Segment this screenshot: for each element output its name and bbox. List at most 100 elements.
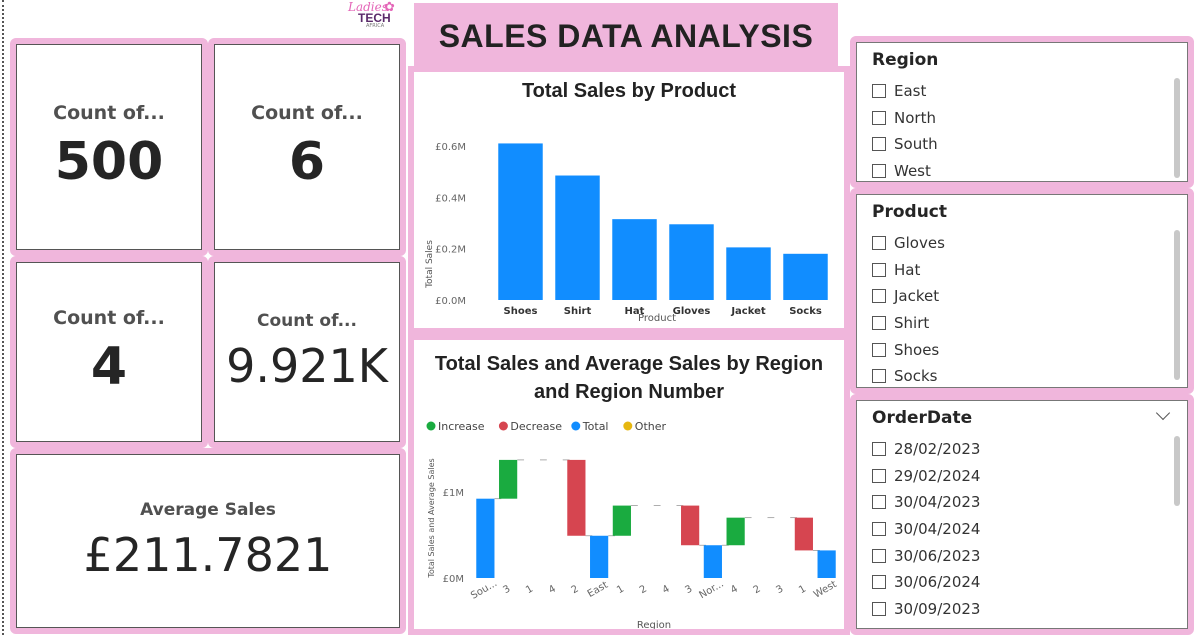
y-tick-label: £0M bbox=[443, 574, 464, 585]
checkbox[interactable] bbox=[872, 548, 886, 563]
region-slicer-scrollbar[interactable] bbox=[1174, 78, 1180, 178]
slicer-option[interactable]: 30/04/2024 bbox=[872, 516, 980, 543]
bar-shoes[interactable] bbox=[498, 143, 543, 300]
x-tick-label: Gloves bbox=[673, 306, 711, 317]
slicer-option[interactable]: West bbox=[872, 158, 938, 185]
kpi-label: Count of... bbox=[251, 102, 363, 124]
orderdate-slicer[interactable]: OrderDate 28/02/2023 29/02/2024 30/04/2023… bbox=[850, 394, 1194, 635]
checkbox[interactable] bbox=[872, 137, 886, 152]
checkbox[interactable] bbox=[872, 262, 886, 277]
checkbox[interactable] bbox=[872, 522, 886, 537]
slicer-option[interactable]: Gloves bbox=[872, 230, 945, 257]
checkbox[interactable] bbox=[872, 468, 886, 483]
waterfall-bar[interactable] bbox=[703, 545, 722, 578]
kpi-value: £211.7821 bbox=[83, 528, 333, 582]
checkbox[interactable] bbox=[872, 110, 886, 125]
page-edge-divider bbox=[2, 0, 4, 635]
product-slicer[interactable]: Product Gloves Hat Jacket Shirt Shoes Socks bbox=[850, 188, 1194, 394]
kpi-card-3[interactable]: Count of... 4 bbox=[10, 256, 208, 448]
kpi-value: 6 bbox=[288, 132, 326, 192]
kpi-card-2[interactable]: Count of... 6 bbox=[208, 38, 406, 256]
bar-chart-x-axis-label: Product bbox=[638, 313, 676, 324]
checkbox[interactable] bbox=[872, 495, 886, 510]
waterfall-bar[interactable] bbox=[567, 459, 586, 536]
slicer-option[interactable]: 29/02/2024 bbox=[872, 463, 980, 490]
x-tick-label: Socks bbox=[789, 306, 822, 317]
orderdate-slicer-list: 28/02/2023 29/02/2024 30/04/2023 30/04/2024… bbox=[872, 436, 980, 632]
checkbox[interactable] bbox=[872, 369, 886, 384]
checkbox[interactable] bbox=[872, 575, 886, 590]
kpi-label: Count of... bbox=[53, 102, 165, 124]
waterfall-bar[interactable] bbox=[590, 535, 609, 578]
slicer-option-label: East bbox=[894, 82, 927, 101]
slicer-option[interactable]: Jacket bbox=[872, 283, 945, 310]
bar-chart-card[interactable]: Total Sales by Product £0.0M £0.2M £0.4M £0… bbox=[408, 66, 850, 334]
slicer-option-label: North bbox=[894, 108, 936, 127]
slicer-option[interactable]: East bbox=[872, 78, 938, 105]
slicer-option[interactable]: South bbox=[872, 131, 938, 158]
slicer-option-label: 30/04/2023 bbox=[894, 493, 981, 512]
slicer-option[interactable]: 30/09/2023 bbox=[872, 596, 980, 623]
legend-label: Other bbox=[635, 420, 667, 433]
orderdate-slicer-scrollbar[interactable] bbox=[1174, 436, 1180, 506]
checkbox[interactable] bbox=[872, 601, 886, 616]
x-tick-label: 4 bbox=[661, 583, 672, 596]
slicer-option[interactable]: 30/06/2023 bbox=[872, 542, 980, 569]
slicer-option-label: Socks bbox=[894, 367, 938, 386]
slicer-option-label: 30/09/2023 bbox=[894, 599, 981, 618]
waterfall-bar[interactable] bbox=[499, 459, 518, 499]
checkbox[interactable] bbox=[872, 316, 886, 331]
slicer-option[interactable]: Shirt bbox=[872, 310, 945, 337]
bar-shirt[interactable] bbox=[555, 175, 600, 300]
checkbox[interactable] bbox=[872, 442, 886, 457]
y-tick-label: £0.4M bbox=[435, 193, 466, 204]
product-slicer-scrollbar[interactable] bbox=[1174, 230, 1180, 380]
slicer-option[interactable]: Hat bbox=[872, 257, 945, 284]
bar-hat[interactable] bbox=[612, 219, 657, 300]
waterfall-bar[interactable] bbox=[817, 550, 836, 578]
bar-jacket[interactable] bbox=[726, 247, 771, 300]
x-tick-label: 2 bbox=[752, 583, 763, 596]
kpi-card-1[interactable]: Count of... 500 bbox=[10, 38, 208, 256]
waterfall-bar[interactable] bbox=[794, 517, 813, 551]
checkbox[interactable] bbox=[872, 342, 886, 357]
slicer-option[interactable]: Socks bbox=[872, 363, 945, 386]
checkbox[interactable] bbox=[872, 289, 886, 304]
y-tick-label: £1M bbox=[443, 488, 464, 499]
slicer-option[interactable]: 28/02/2023 bbox=[872, 436, 980, 463]
slicer-option[interactable]: North bbox=[872, 105, 938, 132]
kpi-card-average-sales[interactable]: Average Sales £211.7821 bbox=[10, 448, 406, 634]
checkbox[interactable] bbox=[872, 84, 886, 99]
waterfall-bar[interactable] bbox=[476, 498, 495, 578]
slicer-option[interactable]: Shoes bbox=[872, 336, 945, 363]
checkbox[interactable] bbox=[872, 164, 886, 179]
report-title: SALES DATA ANALYSIS bbox=[438, 18, 814, 54]
slicer-option-label: 30/06/2023 bbox=[894, 546, 981, 565]
slicer-option-label: Jacket bbox=[894, 287, 940, 306]
bar-gloves[interactable] bbox=[669, 224, 714, 300]
waterfall-chart-title: Total Sales and Average Sales by Region … bbox=[414, 350, 844, 406]
slicer-option[interactable]: 30/04/2023 bbox=[872, 489, 980, 516]
legend-label: Increase bbox=[438, 420, 485, 433]
waterfall-title-line2: and Region Number bbox=[533, 381, 724, 403]
legend-swatch bbox=[623, 421, 633, 431]
kpi-card-4[interactable]: Count of... 9.921K bbox=[208, 256, 406, 448]
slicer-option-label: Shoes bbox=[894, 340, 940, 359]
waterfall-y-axis-label: Total Sales and Average Sales bbox=[427, 458, 436, 578]
x-tick-label: Shoes bbox=[504, 306, 538, 317]
slicer-option-label: 30/04/2024 bbox=[894, 520, 981, 539]
checkbox[interactable] bbox=[872, 236, 886, 251]
bar-socks[interactable] bbox=[783, 253, 828, 300]
x-tick-label: 3 bbox=[683, 583, 694, 596]
flower-icon: ✿ bbox=[384, 0, 395, 15]
y-tick-label: £0.6M bbox=[435, 142, 466, 153]
waterfall-chart-card[interactable]: Total Sales and Average Sales by Region … bbox=[408, 334, 850, 635]
slicer-option[interactable]: 30/06/2024 bbox=[872, 569, 980, 596]
region-slicer-title: Region bbox=[872, 50, 939, 70]
region-slicer[interactable]: Region East North South West bbox=[850, 36, 1194, 188]
waterfall-bar[interactable] bbox=[726, 517, 745, 546]
waterfall-bar[interactable] bbox=[612, 505, 631, 536]
chevron-down-icon[interactable] bbox=[1155, 405, 1171, 421]
waterfall-bar[interactable] bbox=[681, 505, 700, 546]
